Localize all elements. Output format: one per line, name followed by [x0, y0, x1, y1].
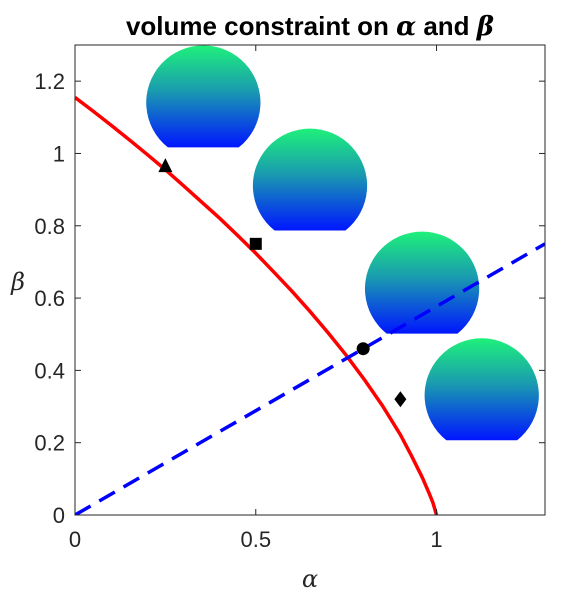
x-tick-label: 0.5 — [240, 527, 271, 552]
series-line-0 — [75, 96, 439, 515]
y-tick-label: 1 — [53, 141, 65, 166]
marker-diamond — [394, 391, 407, 408]
x-axis-label: α — [302, 565, 318, 593]
droplet-image-0 — [146, 45, 261, 148]
plot-frame — [74, 44, 546, 516]
marker-circle — [356, 342, 370, 356]
y-tick-label: 0 — [53, 503, 65, 528]
chart-title: volume constraint on α and β — [126, 11, 494, 42]
marker-square — [249, 237, 262, 250]
x-tick-label: 0 — [69, 527, 81, 552]
series-group — [75, 96, 545, 515]
y-tick-label: 0.2 — [34, 431, 65, 456]
y-tick-label: 0.8 — [34, 214, 65, 239]
droplet-image-3 — [424, 338, 539, 441]
y-axis-label: β — [10, 268, 25, 296]
droplet-image-2 — [364, 231, 480, 334]
axis-ticks: 0 0.5 1 0 0.2 0.4 0.6 0.8 1 1.2 — [34, 45, 545, 552]
series-line-1 — [75, 242, 545, 515]
marker-group — [158, 158, 407, 408]
y-tick-label: 1.2 — [34, 69, 65, 94]
marker-triangle — [158, 158, 173, 173]
y-tick-label: 0.6 — [34, 286, 65, 311]
y-tick-label: 0.4 — [34, 358, 65, 383]
droplet-images — [146, 45, 539, 441]
x-tick-label: 1 — [430, 527, 442, 552]
droplet-image-1 — [252, 128, 368, 231]
